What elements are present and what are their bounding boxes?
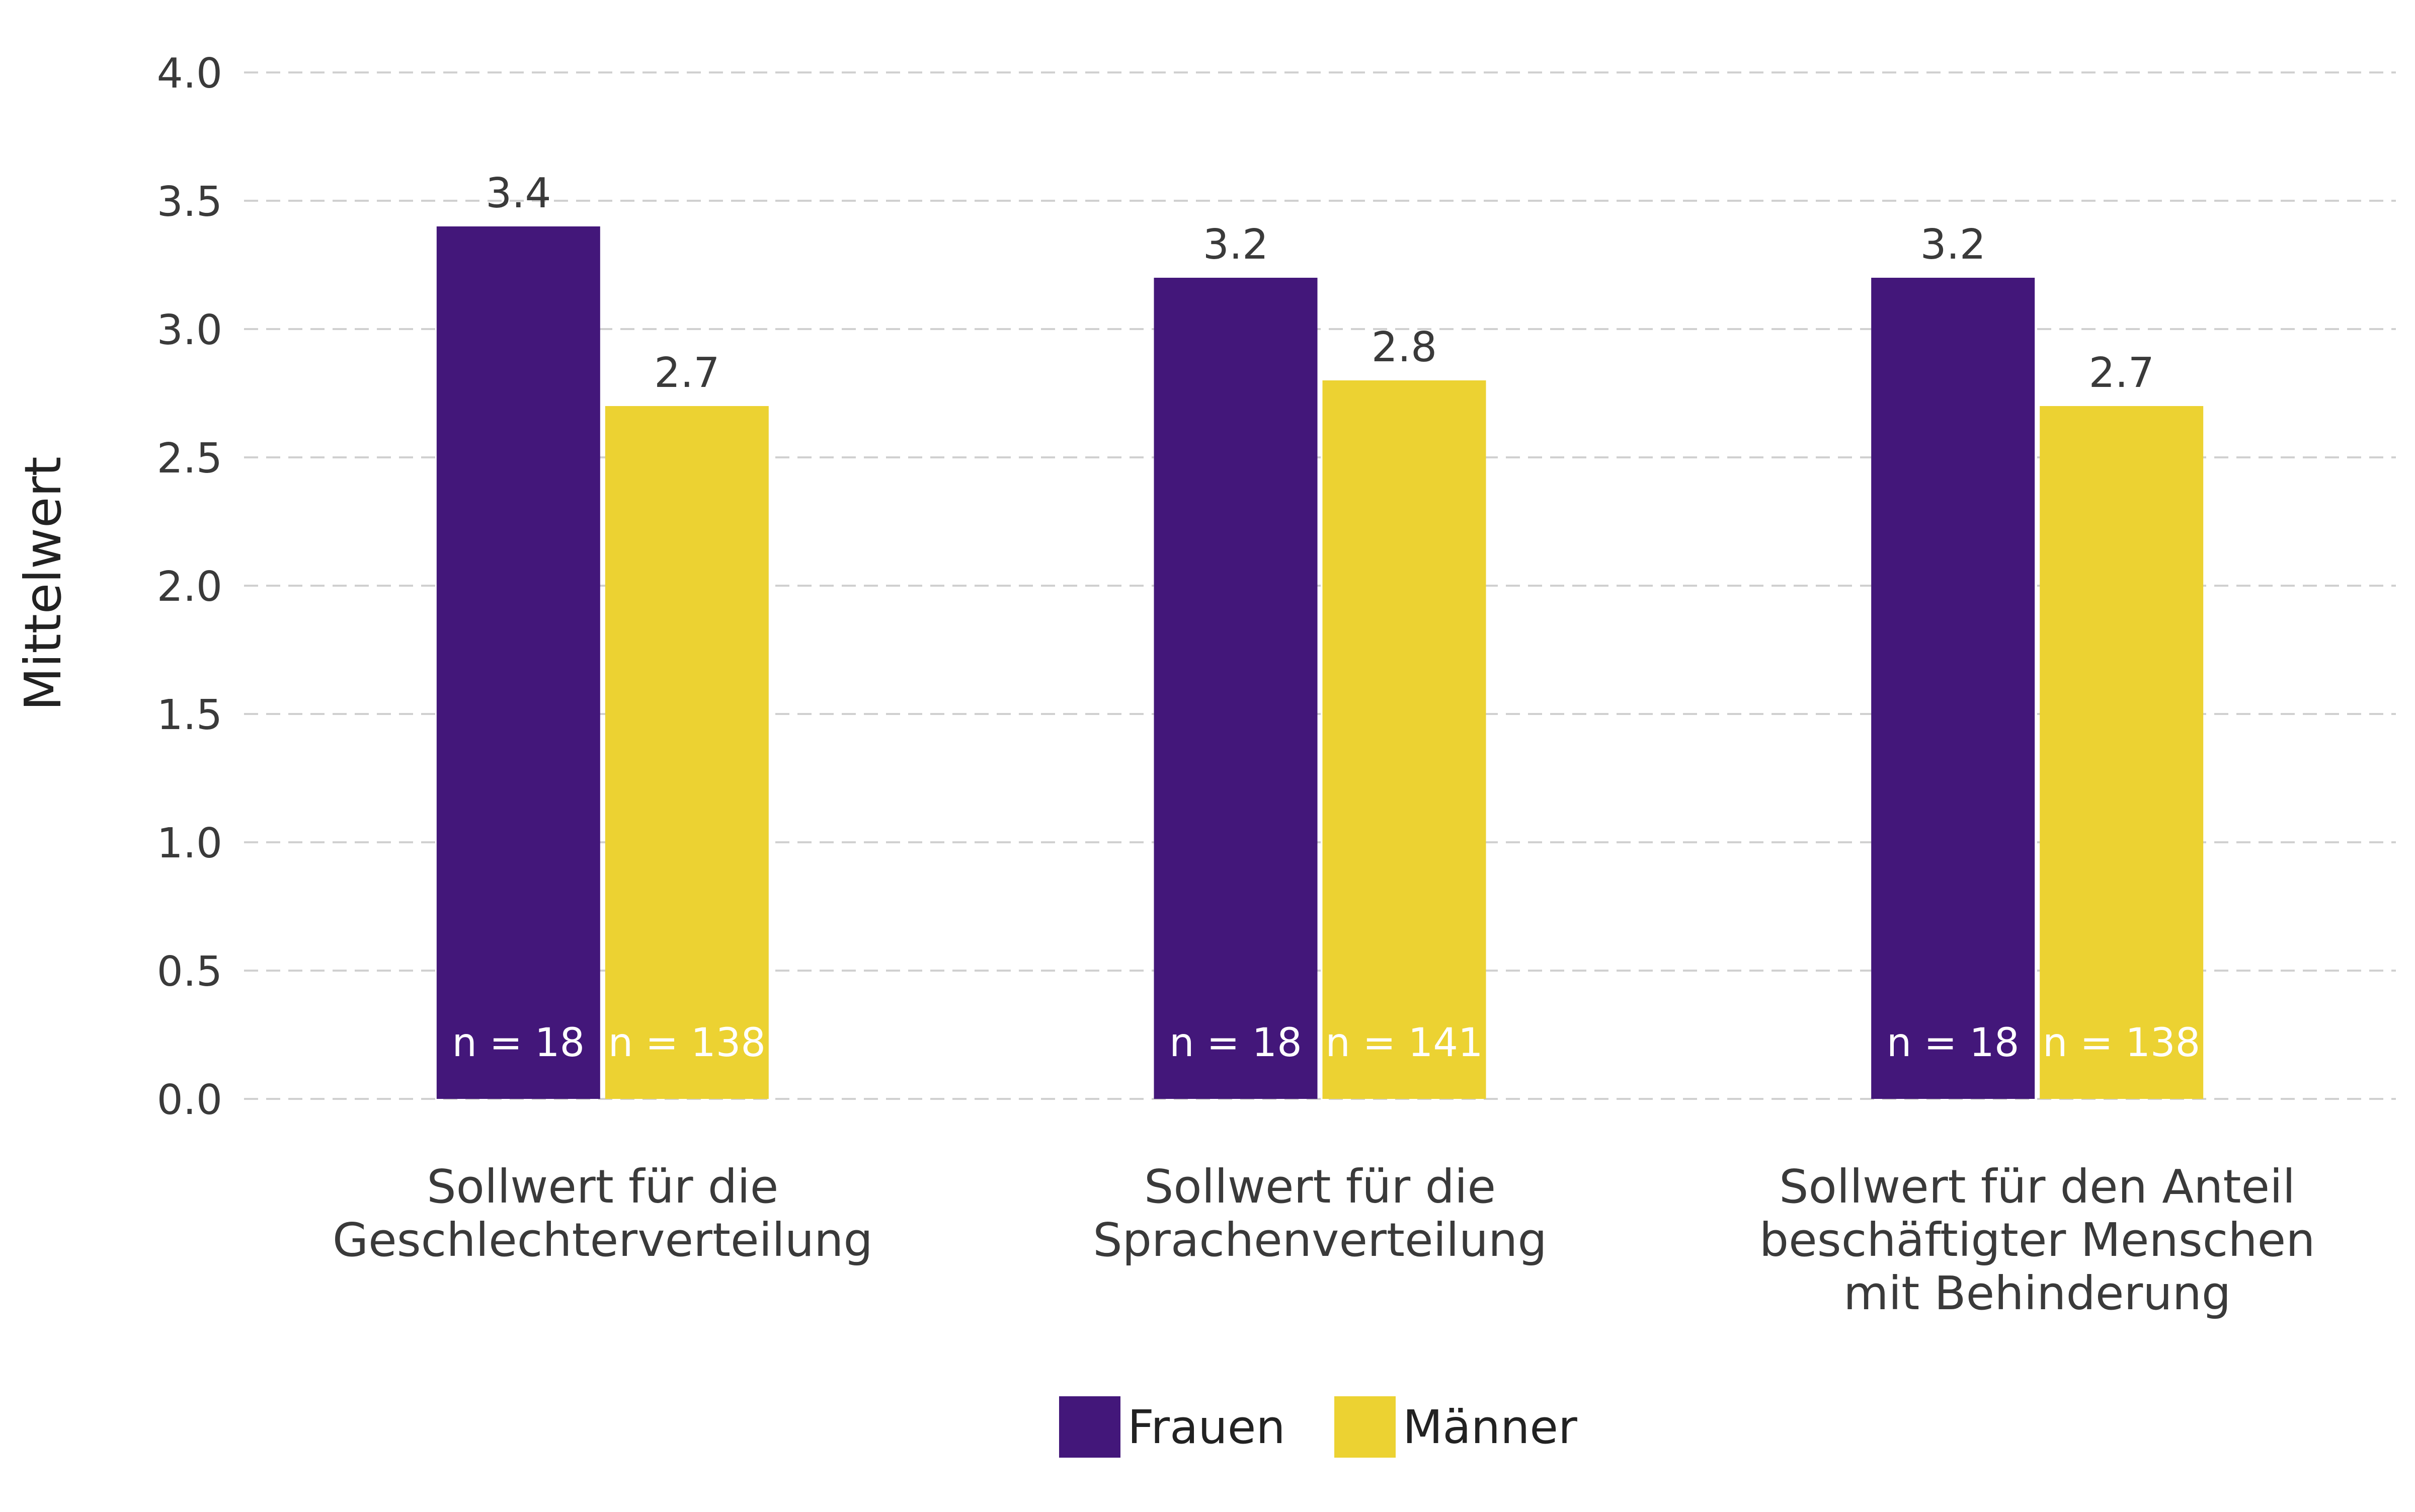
x-category-line: Sollwert für die xyxy=(427,1160,778,1214)
x-category-line: Geschlechterverteilung xyxy=(333,1213,873,1267)
y-tick-label: 3.0 xyxy=(157,306,222,354)
bar-m-nner xyxy=(605,406,769,1099)
grid-lines xyxy=(244,71,2396,1100)
legend: Frauen Männer xyxy=(1059,1396,1577,1458)
bar-n-label: n = 138 xyxy=(608,1020,766,1066)
legend-item-m-nner: Männer xyxy=(1334,1396,1577,1458)
bar-m-nner xyxy=(1322,380,1486,1099)
x-axis-categories: Sollwert für die GeschlechterverteilungSo… xyxy=(333,1160,2315,1320)
bar-n-label: n = 18 xyxy=(452,1020,585,1066)
x-category-line: Sollwert für den Anteil xyxy=(1779,1160,2295,1214)
bar-m-nner xyxy=(2040,406,2204,1099)
bar-value-label: 3.4 xyxy=(486,170,551,217)
bar-frauen xyxy=(1871,278,2035,1099)
legend-swatch xyxy=(1334,1396,1396,1458)
x-category-line: mit Behinderung xyxy=(1843,1266,2231,1320)
x-category-label: Sollwert für den Anteil beschäftigter Men… xyxy=(1759,1160,2315,1320)
bar-frauen xyxy=(1154,278,1318,1099)
legend-label: Männer xyxy=(1403,1400,1577,1454)
y-tick-label: 2.0 xyxy=(157,563,222,611)
y-tick-label: 4.0 xyxy=(157,50,222,98)
bar-value-label: 3.2 xyxy=(1203,221,1268,269)
bars xyxy=(436,226,2204,1099)
data-labels: 3.4 n = 18 2.7 n = 138 3.2 n = 18 2.8 n = 141 3.… xyxy=(452,170,2201,1066)
y-tick-label: 1.5 xyxy=(157,691,222,739)
bar-n-label: n = 138 xyxy=(2043,1020,2200,1066)
bar-n-label: n = 141 xyxy=(1325,1020,1483,1066)
y-axis-ticks: 0.0 0.5 1.0 1.5 2.0 2.5 3.0 3.5 4.0 xyxy=(157,50,222,1124)
y-axis-title: Mittelwert xyxy=(14,456,72,710)
bar-value-label: 2.8 xyxy=(1372,324,1437,371)
bar-value-label: 2.7 xyxy=(654,349,719,397)
y-tick-label: 1.0 xyxy=(157,820,222,867)
x-category-line: Sollwert für die xyxy=(1144,1160,1496,1214)
legend-swatch xyxy=(1059,1396,1120,1458)
bar-n-label: n = 18 xyxy=(1169,1020,1302,1066)
x-category-line: beschäftigter Menschen xyxy=(1759,1213,2315,1267)
legend-item-frauen: Frauen xyxy=(1059,1396,1285,1458)
y-tick-label: 0.0 xyxy=(157,1076,222,1124)
y-tick-label: 3.5 xyxy=(157,178,222,226)
bar-n-label: n = 18 xyxy=(1887,1020,2020,1066)
bar-value-label: 2.7 xyxy=(2088,349,2154,397)
legend-label: Frauen xyxy=(1128,1400,1285,1454)
y-tick-label: 2.5 xyxy=(157,435,222,483)
bar-value-label: 3.2 xyxy=(1920,221,1985,269)
bar-frauen xyxy=(436,226,600,1099)
y-tick-label: 0.5 xyxy=(157,948,222,996)
x-category-line: Sprachenverteilung xyxy=(1093,1213,1547,1267)
x-category-label: Sollwert für die Sprachenverteilung xyxy=(1093,1160,1547,1267)
x-category-label: Sollwert für die Geschlechterverteilung xyxy=(333,1160,873,1267)
